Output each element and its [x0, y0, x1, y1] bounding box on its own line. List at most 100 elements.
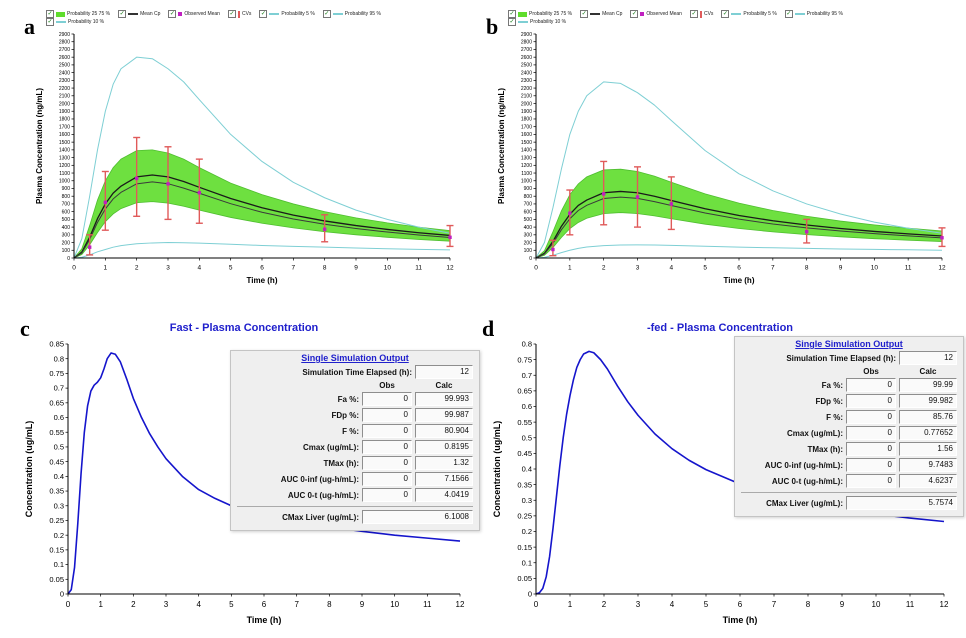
x-tick-label: 7	[771, 265, 775, 272]
sim-output-row: TMax (h): 0 1.56	[741, 442, 957, 456]
y-tick-label: 2300	[59, 78, 70, 84]
calc-column-header: Calc	[435, 381, 453, 390]
legend-checkbox[interactable]: ✓	[46, 18, 54, 26]
x-tick-label: 9	[839, 265, 843, 272]
y-tick-label: 1300	[59, 155, 70, 161]
panel-a: ✓ Probability 25 75 % ✓ Mean Cp ✓ Observed Me…	[30, 8, 462, 304]
legend-checkbox[interactable]: ✓	[580, 10, 589, 18]
observed-mean-point	[601, 192, 606, 196]
sim-output-row: AUC 0-inf (ug-h/mL): 0 9.7483	[741, 458, 957, 472]
y-tick-label: 0.65	[49, 398, 64, 407]
sim-row-calc-value: 99.99	[899, 378, 957, 392]
sim-output-row: TMax (h): 0 1.32	[237, 456, 473, 470]
sim-row-calc-value: 1.32	[415, 456, 473, 470]
x-tick-label: 11	[906, 600, 915, 609]
legend-checkbox[interactable]: ✓	[322, 10, 331, 18]
observed-mean-point	[197, 191, 202, 195]
legend-checkbox[interactable]: ✓	[168, 10, 177, 18]
legend-checkbox[interactable]: ✓	[784, 10, 793, 18]
legend-label: CVs	[703, 11, 714, 17]
y-tick-label: 0.15	[49, 546, 64, 555]
sim-row-calc-value: 99.982	[899, 394, 957, 408]
legend-checkbox[interactable]: ✓	[721, 10, 730, 18]
x-tick-label: 0	[66, 600, 71, 609]
y-tick-label: 300	[524, 233, 533, 239]
y-tick-label: 2800	[59, 39, 70, 45]
y-tick-label: 0.2	[522, 527, 532, 536]
probability-band	[535, 168, 943, 259]
y-tick-label: 1800	[521, 117, 532, 123]
y-tick-label: 0.6	[54, 413, 64, 422]
line-legend-glyph-icon	[590, 13, 601, 15]
y-tick-label: 1100	[521, 171, 532, 177]
sim-row-label: F %:	[342, 426, 359, 436]
x-tick-label: 0	[534, 265, 538, 272]
y-tick-label: 2100	[59, 94, 70, 100]
sim-output-rows: Fa %: 0 99.993 FDp %: 0 99.987 F %: 0 80.904 Cmax…	[237, 392, 473, 502]
elapsed-row: Simulation Time Elapsed (h): 12	[741, 351, 957, 365]
x-tick-label: 8	[323, 265, 327, 272]
y-tick-label: 800	[524, 194, 533, 200]
elapsed-value: 12	[415, 365, 473, 379]
legend-label: Probability 5 %	[281, 11, 315, 17]
legend-item: ✓ Observed Mean	[630, 10, 682, 18]
band-legend-glyph-icon	[518, 11, 527, 17]
y-tick-label: 0.7	[522, 371, 532, 380]
calc-column-header: Calc	[919, 367, 937, 376]
sim-row-calc-value: 80.904	[415, 424, 473, 438]
sim-output-row: FDp %: 0 99.987	[237, 408, 473, 422]
sim-row-obs-value: 0	[846, 394, 896, 408]
legend-label: CVs	[241, 11, 252, 17]
legend-row-1: ✓ Probability 25 75 % ✓ Mean Cp ✓ Observed Me…	[46, 10, 462, 18]
chart-title-fasted: Fast - Plasma Concentration	[169, 322, 319, 334]
column-headers: Obs Calc	[741, 367, 957, 376]
single-simulation-output-panel: Single Simulation Output Simulation Time…	[230, 350, 480, 531]
legend-panel-b: ✓ Probability 25 75 % ✓ Mean Cp ✓ Observed Me…	[508, 8, 954, 26]
errorbar-legend-glyph-icon	[699, 10, 702, 18]
cmax-liver-label: CMax Liver (ug/mL):	[766, 498, 843, 508]
sim-output-row: Cmax (ug/mL): 0 0.8195	[237, 440, 473, 454]
legend-item: ✓ Mean Cp	[580, 10, 622, 18]
sim-row-calc-value: 7.1566	[415, 472, 473, 486]
legend-checkbox[interactable]: ✓	[508, 10, 516, 18]
y-tick-label: 2200	[59, 86, 70, 92]
sim-row-calc-value: 0.77652	[899, 426, 957, 440]
observed-mean-point	[322, 227, 327, 231]
probability-5--line	[73, 242, 451, 259]
y-tick-label: 1000	[59, 179, 70, 185]
y-tick-label: 0.25	[517, 512, 532, 521]
y-tick-label: 2500	[59, 63, 70, 69]
x-axis-label: Time (h)	[247, 615, 282, 625]
y-tick-label: 1900	[59, 109, 70, 115]
sim-row-obs-value: 0	[846, 474, 896, 488]
legend-item: ✓ Probability 10 %	[508, 18, 566, 26]
y-tick-label: 800	[62, 194, 71, 200]
y-tick-label: 0.6	[522, 402, 532, 411]
plasma-concentration-chart-b: 0100200300400500600700800900100011001200…	[497, 32, 946, 285]
panel-label-a: a	[24, 14, 35, 39]
probability-95--line	[73, 56, 451, 259]
legend-item: ✓ CVs	[227, 10, 252, 18]
x-tick-label: 0	[72, 265, 76, 272]
observed-mean-point	[166, 182, 170, 186]
legend-checkbox[interactable]: ✓	[259, 10, 268, 18]
legend-checkbox[interactable]: ✓	[227, 10, 236, 18]
legend-label: Probability 10 %	[68, 19, 105, 25]
y-tick-label: 600	[62, 209, 71, 215]
point-legend-glyph-icon	[178, 12, 183, 16]
y-tick-label: 1200	[59, 163, 70, 169]
x-tick-label: 9	[360, 600, 365, 609]
x-tick-label: 11	[905, 265, 912, 272]
legend-checkbox[interactable]: ✓	[508, 18, 516, 26]
legend-label: Probability 25 75 %	[67, 11, 111, 17]
y-tick-label: 2800	[521, 39, 532, 45]
x-axis-label: Time (h)	[247, 276, 278, 285]
legend-checkbox[interactable]: ✓	[689, 10, 698, 18]
legend-checkbox[interactable]: ✓	[118, 10, 127, 18]
y-tick-label: 2000	[59, 101, 70, 107]
cmax-liver-value: 5.7574	[846, 496, 957, 510]
y-tick-label: 1400	[521, 148, 532, 154]
legend-checkbox[interactable]: ✓	[630, 10, 639, 18]
y-axis-label: Concentration (ug/mL)	[492, 421, 502, 518]
legend-checkbox[interactable]: ✓	[46, 10, 54, 18]
